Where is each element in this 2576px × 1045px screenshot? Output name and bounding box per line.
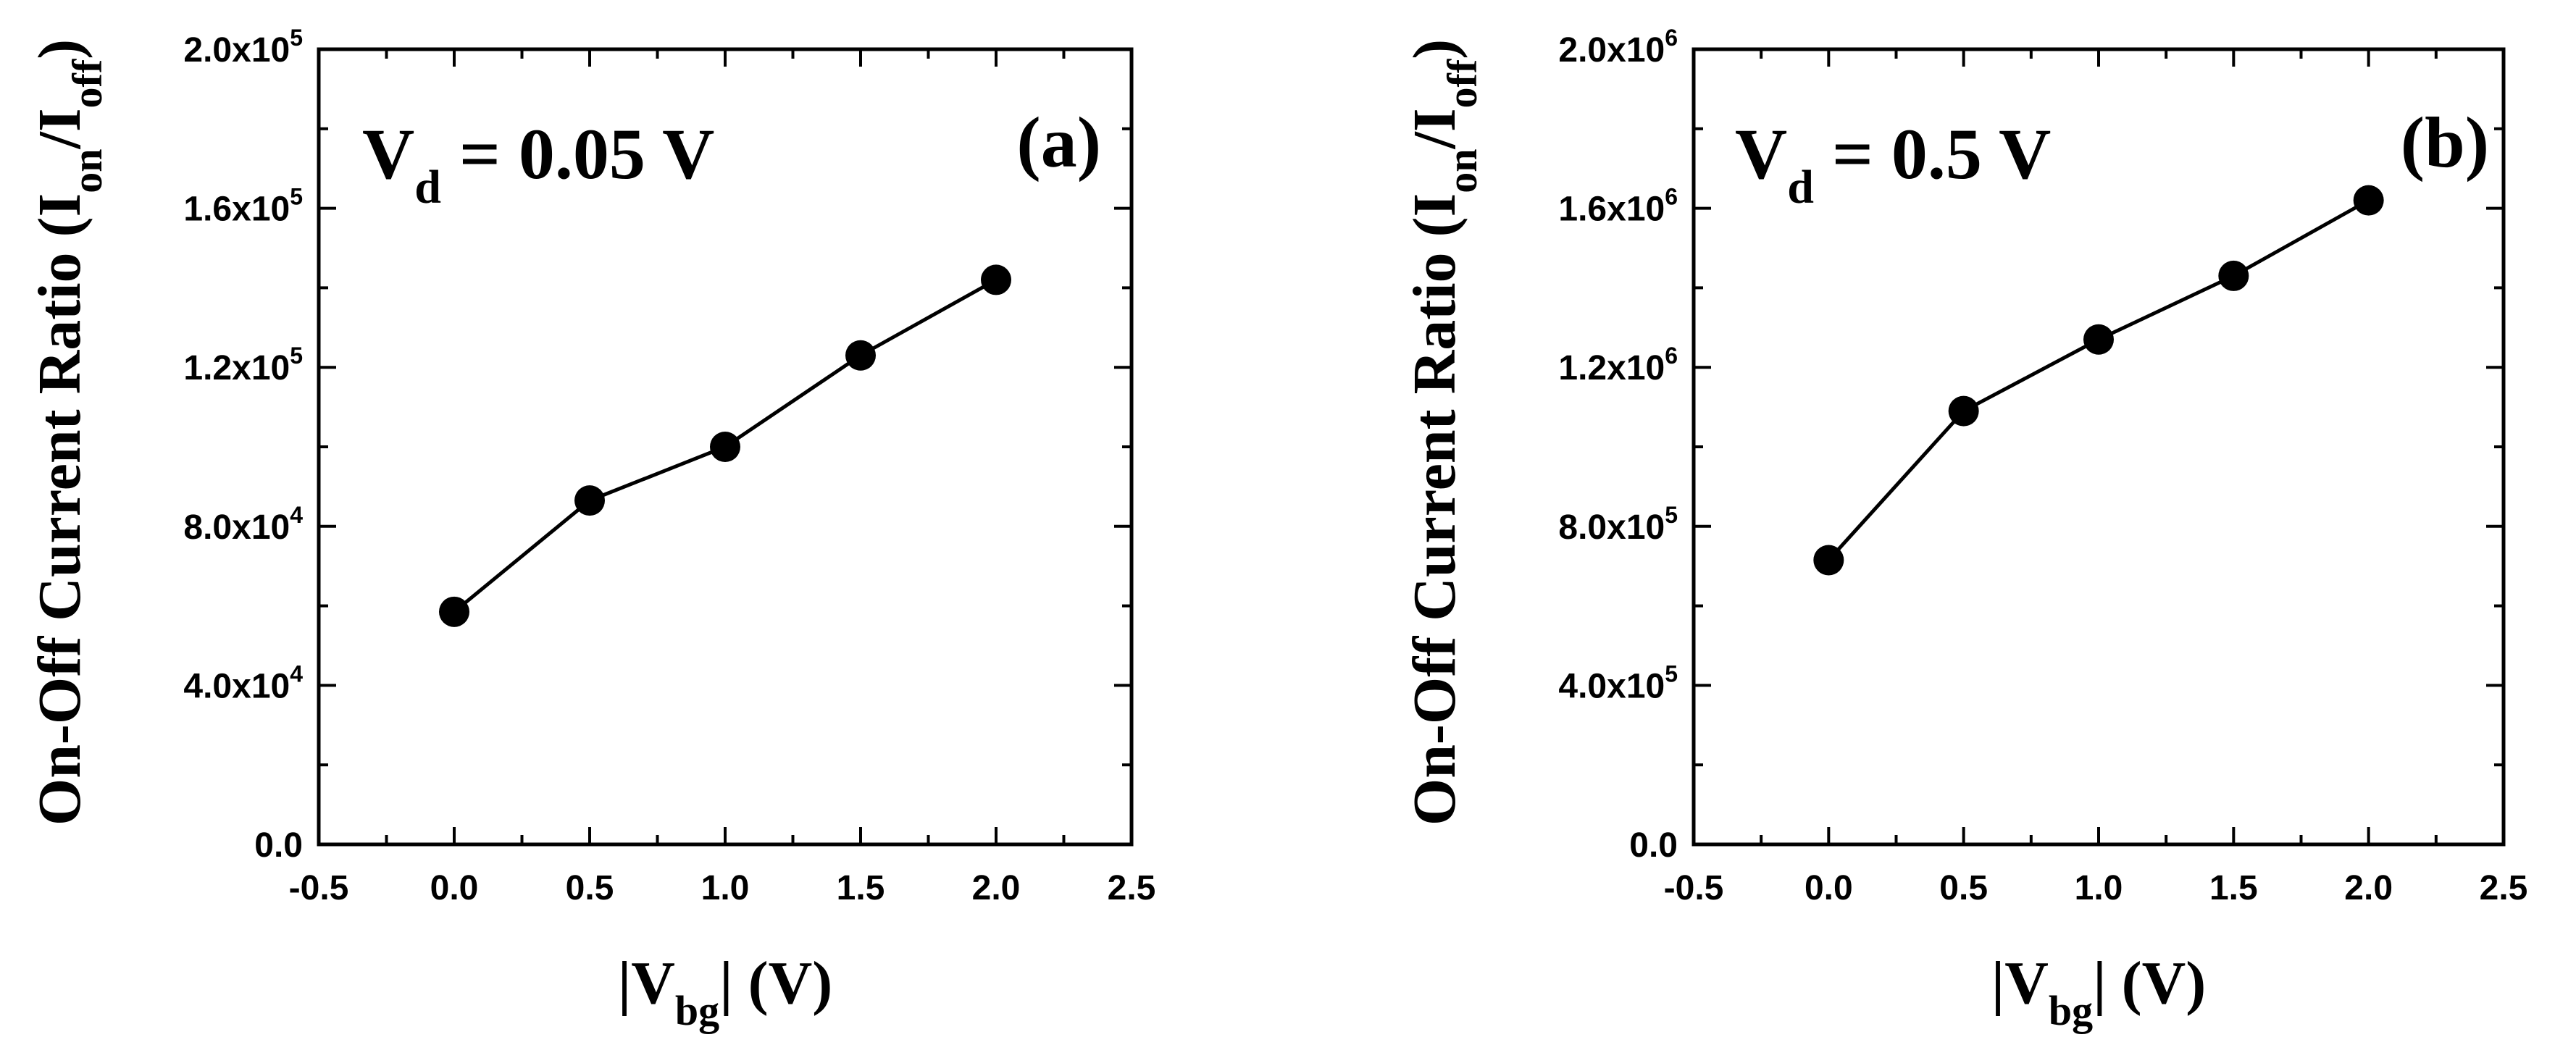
y-title-sub-on: on (1439, 149, 1486, 193)
y-title-pre: On-Off Current Ratio (I (26, 193, 93, 826)
y-tick-mantissa: 1.6x10 (1558, 190, 1665, 229)
y-tick-label: 4.0x104 (183, 660, 303, 705)
y-tick-exponent: 5 (290, 184, 303, 210)
y-tick-mantissa: 1.2x10 (183, 349, 290, 387)
vd-value: = 0.05 V (441, 114, 714, 194)
y-tick-exponent: 6 (1665, 343, 1678, 369)
x-tick-label: 2.5 (1108, 869, 1156, 907)
x-tick-label: 2.0 (972, 869, 1021, 907)
y-axis-title: On-Off Current Ratio (Ion/Ioff) (26, 39, 111, 826)
data-point (439, 596, 469, 627)
y-title-sub-off: off (1439, 59, 1486, 108)
x-tick-label: 2.0 (2344, 869, 2393, 907)
x-title-subscript: bg (2049, 987, 2093, 1034)
y-tick-exponent: 4 (290, 660, 303, 687)
x-tick-label: -0.5 (1664, 869, 1724, 907)
y-title-post: ) (1401, 39, 1468, 59)
panel-label: (b) (2401, 102, 2489, 182)
y-tick-label: 4.0x105 (1558, 660, 1678, 705)
data-point (1813, 545, 1844, 576)
y-title-post: ) (26, 39, 93, 59)
y-tick-label: 1.6x105 (183, 184, 303, 229)
panel-label: (a) (1016, 102, 1101, 182)
data-point (2353, 185, 2384, 216)
y-tick-label: 1.2x105 (183, 343, 303, 387)
y-tick-mantissa: 2.0x10 (1558, 31, 1665, 70)
x-title-pre: |V (1991, 949, 2049, 1017)
vd-annotation: Vd = 0.5 V (1735, 114, 2051, 214)
x-title-post: | (V) (719, 949, 832, 1017)
y-tick-label: 2.0x106 (1558, 25, 1678, 70)
data-point (845, 340, 876, 371)
vd-value: = 0.5 V (1814, 114, 2051, 194)
x-tick-label: 0.0 (1805, 869, 1853, 907)
y-tick-label: 1.2x106 (1558, 343, 1678, 387)
data-point (981, 264, 1011, 295)
y-tick-mantissa: 1.6x10 (183, 190, 290, 229)
panel-b: -0.5 0.0 0.5 1.0 1.5 2.0 2.50.04.0x1058.0x1051… (1401, 25, 2527, 1034)
x-title-pre: |V (618, 949, 675, 1017)
y-tick-exponent: 5 (290, 343, 303, 369)
series-line (1827, 198, 2370, 562)
y-title-sub-off: off (64, 59, 111, 108)
y-tick-label: 8.0x104 (183, 502, 303, 547)
y-tick-exponent: 5 (290, 25, 303, 51)
x-tick-label: -0.5 (289, 869, 349, 907)
y-tick-label: 1.6x106 (1558, 184, 1678, 229)
x-axis-title: |Vbg| (V) (1991, 949, 2207, 1034)
y-axis-title: On-Off Current Ratio (Ion/Ioff) (1401, 39, 1486, 826)
data-point (1948, 395, 1979, 427)
y-tick-exponent: 6 (1665, 25, 1678, 51)
data-point (2083, 324, 2114, 355)
y-tick-mantissa: 2.0x10 (183, 31, 290, 70)
x-tick-label: 1.0 (2075, 869, 2123, 907)
vd-main: V (362, 114, 414, 194)
y-tick-mantissa: 8.0x10 (183, 508, 290, 547)
y-tick-mantissa: 8.0x10 (1558, 508, 1665, 547)
x-tick-label: 1.5 (837, 869, 885, 907)
x-title-post: | (V) (2093, 949, 2206, 1017)
x-title-subscript: bg (675, 987, 719, 1034)
x-tick-label: 2.5 (2480, 869, 2528, 907)
data-point (2218, 260, 2249, 291)
data-point (574, 485, 605, 516)
vd-annotation: Vd = 0.05 V (362, 114, 714, 214)
y-tick-exponent: 5 (1665, 660, 1678, 687)
y-tick-exponent: 5 (1665, 502, 1678, 528)
y-tick-mantissa: 1.2x10 (1558, 349, 1665, 387)
vd-subscript: d (414, 161, 441, 214)
y-title-mid: /I (26, 108, 93, 149)
x-tick-label: 0.0 (430, 869, 479, 907)
y-tick-mantissa: 4.0x10 (183, 667, 290, 705)
y-tick-label: 0.0 (254, 826, 303, 865)
panel-a: -0.5 0.0 0.5 1.0 1.5 2.0 2.50.04.0x1048.0x1041… (26, 25, 1155, 1034)
y-tick-exponent: 4 (290, 502, 303, 528)
y-tick-mantissa: 0.0 (254, 826, 303, 865)
y-tick-label: 0.0 (1629, 826, 1678, 865)
y-title-sub-on: on (64, 149, 111, 193)
x-tick-label: 0.5 (566, 869, 614, 907)
y-title-pre: On-Off Current Ratio (I (1401, 193, 1468, 826)
y-tick-exponent: 6 (1665, 184, 1678, 210)
y-tick-label: 8.0x105 (1558, 502, 1678, 547)
x-axis-title: |Vbg| (V) (618, 949, 833, 1034)
x-tick-label: 1.5 (2209, 869, 2258, 907)
x-tick-label: 0.5 (1939, 869, 1988, 907)
y-tick-mantissa: 4.0x10 (1558, 667, 1665, 705)
y-tick-label: 2.0x105 (183, 25, 303, 70)
vd-subscript: d (1787, 161, 1814, 214)
data-point (710, 432, 740, 462)
y-title-mid: /I (1401, 108, 1468, 149)
vd-main: V (1735, 114, 1787, 194)
x-tick-label: 1.0 (701, 869, 750, 907)
y-tick-mantissa: 0.0 (1629, 826, 1678, 865)
